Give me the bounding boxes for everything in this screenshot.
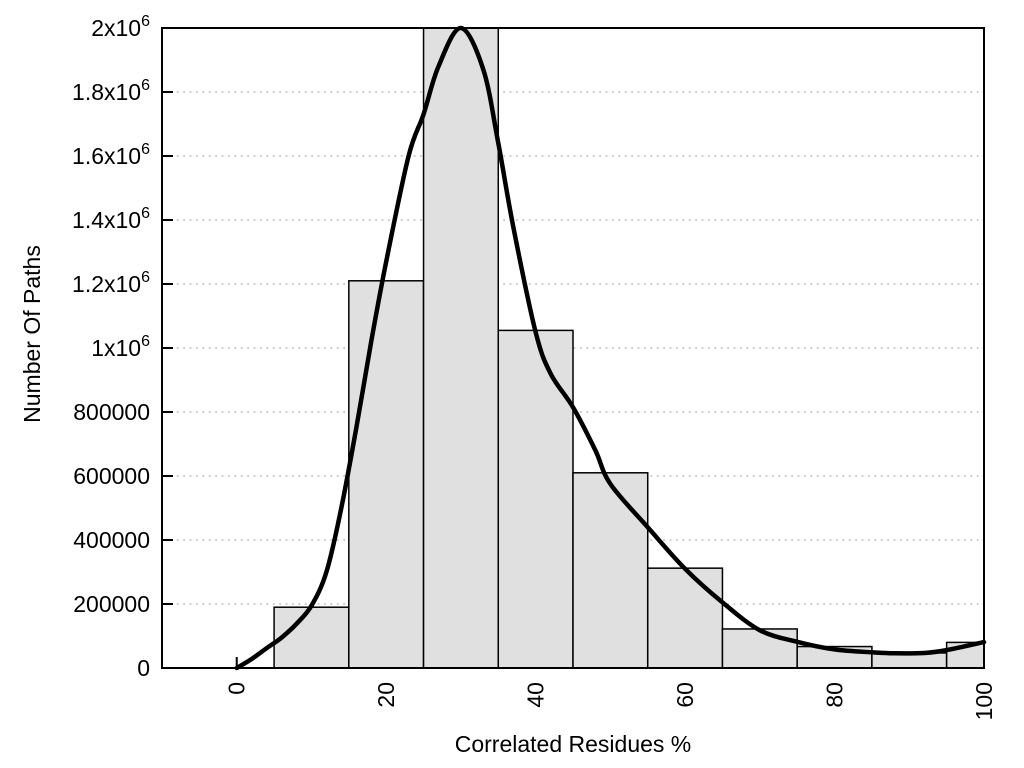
y-tick-labels: 0 200000 400000 600000 800000 1x106 1.2x106 1.4…	[72, 13, 150, 681]
x-tick-label: 60	[672, 682, 698, 708]
x-tick-label: 0	[224, 682, 250, 695]
x-tick-label: 40	[523, 682, 549, 708]
y-tick-label: 400000	[73, 527, 150, 553]
y-tick-label: 2x106	[91, 13, 150, 41]
histogram-bar	[422, 27, 500, 669]
histogram-bar	[348, 280, 425, 669]
histogram-bar	[497, 329, 574, 669]
y-axis-title: Number Of Paths	[19, 245, 45, 423]
y-tick-label: 1.2x106	[72, 269, 150, 297]
histogram-bar	[273, 606, 350, 669]
x-tick-label: 20	[373, 682, 399, 708]
y-tick-label: 800000	[73, 399, 150, 425]
x-tick-label: 100	[971, 682, 997, 720]
x-tick-label: 80	[822, 682, 848, 708]
x-tick-labels: 0 20 40 60 80 100	[224, 682, 997, 720]
plot-border	[161, 27, 985, 669]
histogram-bar	[721, 628, 798, 669]
y-tick-label: 600000	[73, 463, 150, 489]
y-tick-label: 1.8x106	[72, 77, 150, 105]
y-tick-label: 1.4x106	[72, 205, 150, 233]
histogram-bar	[646, 567, 724, 669]
histogram-bars	[273, 27, 985, 669]
y-tick-label: 200000	[73, 591, 150, 617]
histogram-bar	[572, 472, 649, 669]
y-tick-label: 1.6x106	[72, 141, 150, 169]
x-axis-title: Correlated Residues %	[455, 731, 692, 757]
density-curve	[234, 25, 987, 671]
y-tick-label: 1x106	[91, 333, 150, 361]
y-tick-label: 0	[137, 655, 150, 681]
